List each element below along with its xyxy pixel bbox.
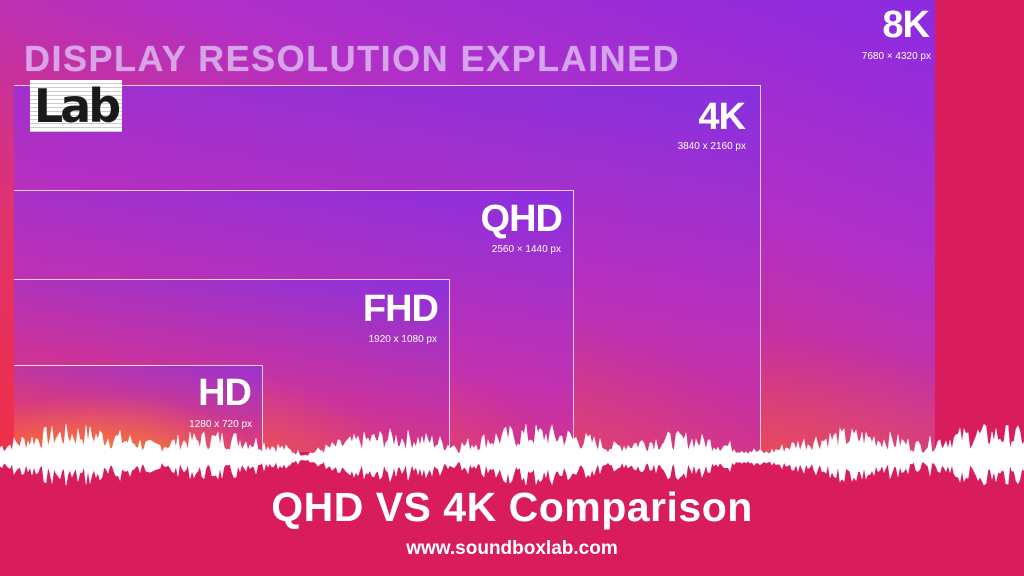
box-hd bbox=[14, 365, 263, 452]
headline: QHD VS 4K Comparison bbox=[271, 484, 753, 530]
pixels-8k: 7680 × 4320 px bbox=[861, 51, 931, 62]
lab-logo: Lab bbox=[30, 80, 122, 132]
label-fhd: FHD bbox=[362, 288, 439, 330]
pixels-hd: 1280 x 720 px bbox=[189, 419, 252, 430]
diagram-title: DISPLAY RESOLUTION EXPLAINED bbox=[24, 38, 681, 79]
sound-wave-graphic bbox=[0, 423, 1024, 486]
pixels-qhd: 2560 × 1440 px bbox=[491, 244, 561, 255]
pixels-fhd: 1920 x 1080 px bbox=[368, 334, 437, 345]
label-qhd: QHD bbox=[480, 198, 563, 240]
label-8k: 8K bbox=[882, 4, 930, 46]
label-hd: HD bbox=[198, 372, 252, 414]
resolution-diagram: DISPLAY RESOLUTION EXPLAINED Lab 8K 7680… bbox=[0, 0, 935, 452]
pixels-4k: 3840 x 2160 px bbox=[677, 141, 746, 152]
website-url: www.soundboxlab.com bbox=[406, 538, 618, 559]
label-4k: 4K bbox=[698, 96, 746, 138]
